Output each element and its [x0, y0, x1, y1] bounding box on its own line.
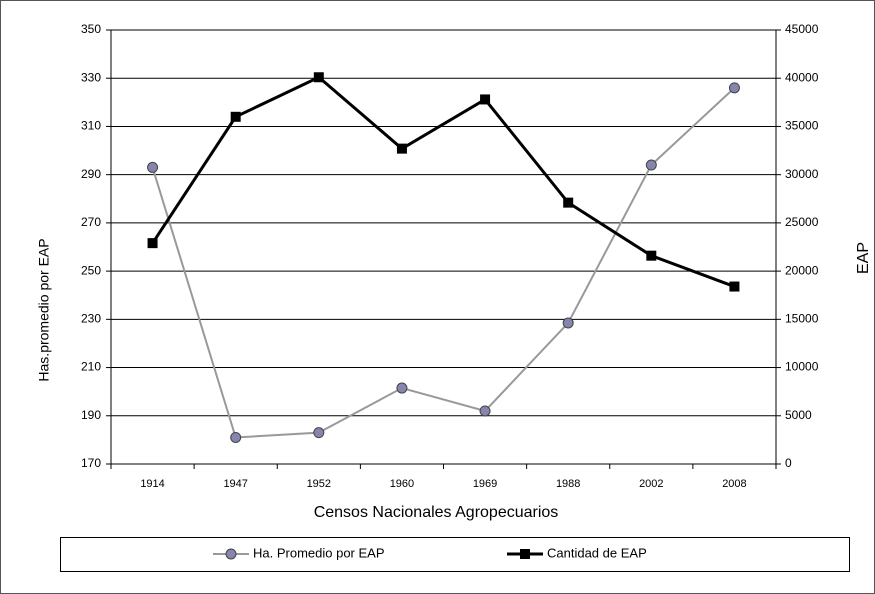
y2-tick-label: 45000 [785, 22, 819, 36]
y-tick-label: 170 [81, 456, 101, 470]
y-tick-label: 310 [81, 119, 101, 133]
x-tick-label: 1988 [556, 478, 580, 490]
data-point [230, 111, 241, 122]
y-tick-label: 190 [81, 408, 101, 422]
y-tick-label: 230 [81, 312, 101, 326]
y2-tick-label: 15000 [785, 312, 819, 326]
y-tick-label: 210 [81, 360, 101, 374]
legend-label: Cantidad de EAP [547, 545, 647, 560]
x-tick-label: 2008 [722, 478, 746, 490]
y-tick-label: 250 [81, 263, 101, 277]
legend-box [60, 537, 850, 572]
data-point [396, 382, 408, 394]
data-point [313, 427, 325, 439]
data-point [396, 143, 407, 154]
x-tick-label: 1952 [307, 478, 331, 490]
series-line [151, 75, 735, 288]
data-point [728, 82, 740, 94]
y2-tick-label: 25000 [785, 215, 819, 229]
y2-tick-label: 40000 [785, 70, 819, 84]
y2-tick-label: 10000 [785, 360, 819, 374]
x-tick-label: 1960 [390, 478, 414, 490]
x-tick-label: 1969 [473, 478, 497, 490]
data-point [230, 431, 242, 443]
legend-marker [520, 549, 530, 559]
y-tick-label: 290 [81, 167, 101, 181]
y2-tick-label: 30000 [785, 167, 819, 181]
data-point [646, 250, 657, 261]
data-point [313, 72, 324, 83]
y-axis-title: Has.promedio por EAP [36, 238, 52, 381]
legend-marker [225, 548, 237, 560]
x-tick-label: 1914 [140, 478, 164, 490]
data-point [729, 281, 740, 292]
y2-axis-title: EAP [855, 242, 872, 274]
y2-tick-label: 5000 [785, 408, 812, 422]
data-point [563, 197, 574, 208]
legend-label: Ha. Promedio por EAP [253, 545, 385, 560]
y2-tick-label: 20000 [785, 263, 819, 277]
data-point [562, 317, 574, 329]
y2-tick-label: 0 [785, 456, 792, 470]
data-point [479, 405, 491, 417]
series-line [151, 87, 736, 439]
data-point [480, 94, 491, 105]
y-tick-label: 270 [81, 215, 101, 229]
y2-tick-label: 35000 [785, 119, 819, 133]
data-point [147, 238, 158, 249]
x-axis-title: Censos Nacionales Agropecuarios [314, 504, 559, 521]
x-tick-label: 1947 [223, 478, 247, 490]
y-tick-label: 330 [81, 70, 101, 84]
y-tick-label: 350 [81, 22, 101, 36]
data-point [147, 161, 159, 173]
x-tick-label: 2002 [639, 478, 663, 490]
data-point [645, 159, 657, 171]
